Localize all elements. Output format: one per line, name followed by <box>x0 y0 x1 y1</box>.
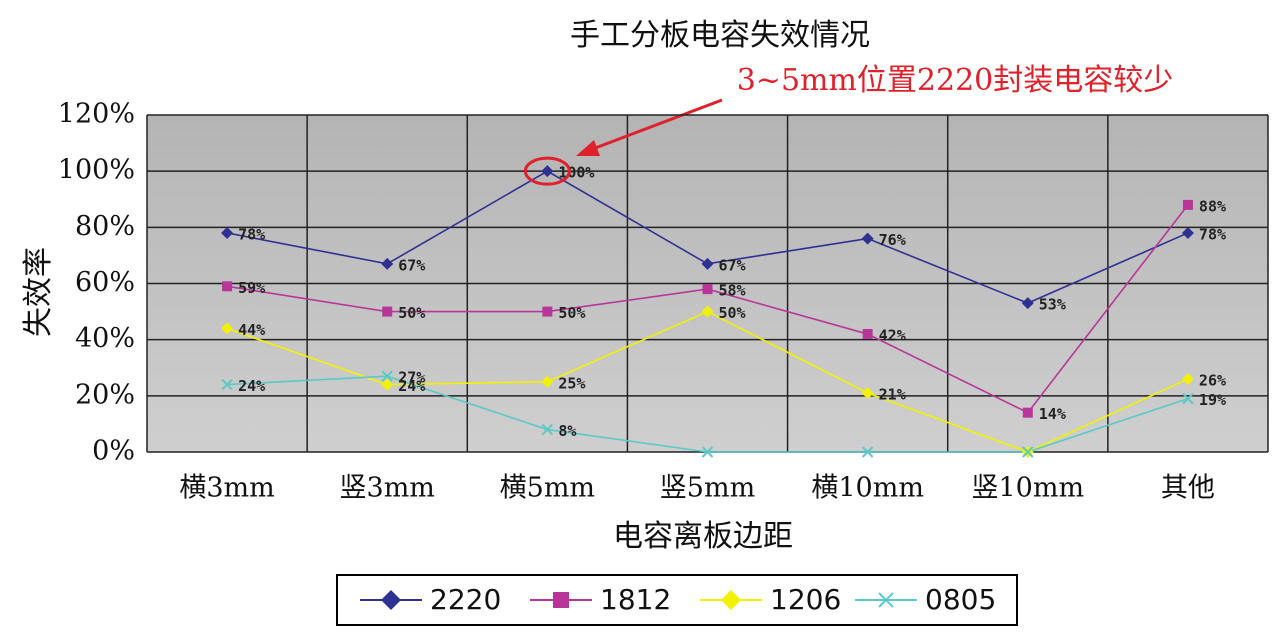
data-point <box>221 322 234 335</box>
data-label: 50% <box>558 304 585 322</box>
annotation: 3~5mm位置2220封装电容较少 <box>737 63 1174 98</box>
y-tick-label: 20% <box>75 379 135 410</box>
data-label: 67% <box>719 256 746 274</box>
data-label: 67% <box>398 256 425 274</box>
annotation-arrowhead <box>576 140 600 156</box>
data-point <box>541 165 554 178</box>
data-point <box>382 306 393 317</box>
data-label: 78% <box>238 225 265 243</box>
data-point <box>1182 199 1193 210</box>
data-label: 26% <box>1199 371 1226 389</box>
data-label: 88% <box>1199 197 1226 215</box>
data-point <box>381 378 394 391</box>
x-tick-label: 竖10mm <box>972 473 1085 504</box>
data-label: 50% <box>719 304 746 322</box>
data-point <box>381 370 393 382</box>
legend-marker <box>553 592 569 608</box>
data-point <box>1181 372 1194 385</box>
legend-marker <box>721 590 741 610</box>
legend-label: 2220 <box>430 583 501 616</box>
legend-marker <box>381 590 401 610</box>
legend-label: 0805 <box>925 583 996 616</box>
data-point <box>541 375 554 388</box>
x-axis-title: 电容离板边距 <box>613 519 793 554</box>
data-label: 21% <box>879 386 906 404</box>
data-point <box>701 446 714 458</box>
x-tick-label: 竖5mm <box>660 473 755 504</box>
data-label: 24% <box>398 377 425 395</box>
data-point <box>702 284 713 295</box>
y-axis-title: 失效率 <box>21 247 56 337</box>
x-tick-label: 横5mm <box>500 473 595 504</box>
x-tick-label: 横10mm <box>811 473 924 504</box>
data-label: 24% <box>238 377 265 395</box>
x-tick-label: 竖3mm <box>340 473 435 504</box>
data-point <box>861 446 874 458</box>
data-point <box>222 281 233 292</box>
y-tick-label: 40% <box>75 323 135 354</box>
highlight-circle <box>523 156 571 186</box>
x-tick-label: 横3mm <box>179 473 274 504</box>
data-point <box>541 423 554 436</box>
chart-title: 手工分板电容失效情况 <box>570 18 870 53</box>
data-point <box>701 305 714 318</box>
data-point <box>1022 446 1034 458</box>
data-label: 25% <box>558 374 585 392</box>
data-point <box>701 257 714 270</box>
data-point <box>542 306 553 317</box>
y-tick-label: 60% <box>75 267 135 298</box>
data-point <box>221 226 234 239</box>
data-label: 14% <box>1039 405 1066 423</box>
data-label: 53% <box>1039 296 1066 314</box>
legend-label: 1812 <box>600 583 671 616</box>
data-point <box>862 329 873 340</box>
y-tick-label: 80% <box>75 211 135 242</box>
data-label: 58% <box>719 282 746 300</box>
data-point <box>861 232 874 245</box>
data-label: 44% <box>238 321 265 339</box>
data-point <box>1181 226 1194 239</box>
data-label: 42% <box>879 327 906 345</box>
legend-label: 1206 <box>770 583 841 616</box>
data-label: 27% <box>398 369 425 387</box>
data-label: 59% <box>238 279 265 297</box>
y-tick-label: 100% <box>58 155 135 186</box>
data-point <box>1021 297 1034 310</box>
data-point <box>381 257 394 270</box>
data-label: 19% <box>1199 391 1226 409</box>
data-label: 78% <box>1199 225 1226 243</box>
y-tick-label: 120% <box>58 99 135 130</box>
annotation-arrow <box>589 98 723 152</box>
data-point <box>1182 392 1194 405</box>
data-label: 76% <box>879 231 906 249</box>
data-point <box>1022 407 1033 418</box>
data-point <box>221 378 233 391</box>
data-label: 8% <box>558 422 576 440</box>
y-tick-label: 0% <box>92 436 135 467</box>
legend-marker <box>878 592 894 608</box>
data-point <box>861 387 874 400</box>
data-label: 50% <box>398 304 425 322</box>
x-tick-label: 其他 <box>1161 473 1215 504</box>
